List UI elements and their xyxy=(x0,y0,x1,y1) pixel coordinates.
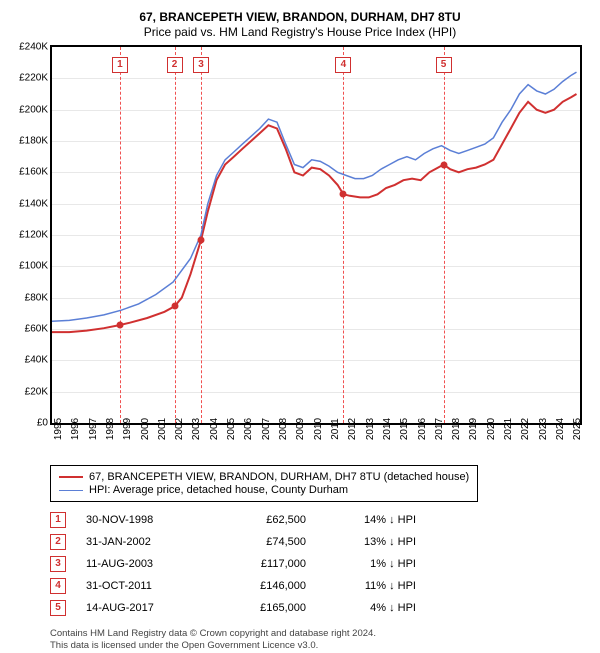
sale-row: 4 31-OCT-2011 £146,000 11% ↓ HPI xyxy=(50,578,590,594)
chart-title: 67, BRANCEPETH VIEW, BRANDON, DURHAM, DH… xyxy=(10,10,590,24)
sale-row-marker: 4 xyxy=(50,578,66,594)
sale-row-date: 30-NOV-1998 xyxy=(86,514,206,526)
sale-row-price: £165,000 xyxy=(226,602,306,614)
sale-row-hpi-delta: 1% ↓ HPI xyxy=(326,558,416,570)
y-tick-label: £80K xyxy=(25,292,52,303)
series-line xyxy=(52,72,577,321)
sale-row: 3 11-AUG-2003 £117,000 1% ↓ HPI xyxy=(50,556,590,572)
sale-marker-box: 5 xyxy=(436,57,452,73)
sale-row-marker: 5 xyxy=(50,600,66,616)
y-tick-label: £60K xyxy=(25,324,52,335)
y-tick-label: £20K xyxy=(25,386,52,397)
sale-row-hpi-delta: 11% ↓ HPI xyxy=(326,580,416,592)
sale-row: 1 30-NOV-1998 £62,500 14% ↓ HPI xyxy=(50,512,590,528)
legend-label: 67, BRANCEPETH VIEW, BRANDON, DURHAM, DH… xyxy=(89,471,469,483)
footer-line-1: Contains HM Land Registry data © Crown c… xyxy=(50,628,590,640)
sale-row-price: £74,500 xyxy=(226,536,306,548)
sale-row-marker: 3 xyxy=(50,556,66,572)
y-tick-label: £180K xyxy=(19,136,52,147)
sale-row-marker: 2 xyxy=(50,534,66,550)
sale-row-marker: 1 xyxy=(50,512,66,528)
sale-marker-dot xyxy=(340,191,347,198)
sale-row: 5 14-AUG-2017 £165,000 4% ↓ HPI xyxy=(50,600,590,616)
line-series-svg xyxy=(52,47,580,423)
legend-label: HPI: Average price, detached house, Coun… xyxy=(89,484,348,496)
sale-row: 2 31-JAN-2002 £74,500 13% ↓ HPI xyxy=(50,534,590,550)
sale-marker-box: 4 xyxy=(335,57,351,73)
chart-container: 67, BRANCEPETH VIEW, BRANDON, DURHAM, DH… xyxy=(0,0,600,650)
footer-text: Contains HM Land Registry data © Crown c… xyxy=(50,628,590,653)
y-tick-label: £120K xyxy=(19,230,52,241)
sale-row-hpi-delta: 4% ↓ HPI xyxy=(326,602,416,614)
sale-row-date: 11-AUG-2003 xyxy=(86,558,206,570)
sale-row-date: 31-JAN-2002 xyxy=(86,536,206,548)
y-tick-label: £240K xyxy=(19,42,52,53)
sale-row-date: 14-AUG-2017 xyxy=(86,602,206,614)
sales-table: 1 30-NOV-1998 £62,500 14% ↓ HPI 2 31-JAN-2002… xyxy=(50,512,590,616)
sale-marker-dot xyxy=(198,236,205,243)
x-axis: 1995199619971998199920002001200220032004… xyxy=(50,425,582,459)
sale-marker-box: 1 xyxy=(112,57,128,73)
sale-marker-dot xyxy=(440,161,447,168)
sale-row-hpi-delta: 13% ↓ HPI xyxy=(326,536,416,548)
sale-row-price: £62,500 xyxy=(226,514,306,526)
legend-box: 67, BRANCEPETH VIEW, BRANDON, DURHAM, DH… xyxy=(50,465,478,502)
y-tick-label: £160K xyxy=(19,167,52,178)
legend-swatch xyxy=(59,490,83,491)
chart-area: £0£20K£40K£60K£80K£100K£120K£140K£160K£1… xyxy=(50,45,582,459)
chart-subtitle: Price paid vs. HM Land Registry's House … xyxy=(10,25,590,39)
y-tick-label: £220K xyxy=(19,73,52,84)
footer-line-2: This data is licensed under the Open Gov… xyxy=(50,640,590,652)
y-tick-label: £200K xyxy=(19,104,52,115)
sale-row-price: £117,000 xyxy=(226,558,306,570)
sale-row-price: £146,000 xyxy=(226,580,306,592)
legend-item: HPI: Average price, detached house, Coun… xyxy=(59,484,469,496)
legend-item: 67, BRANCEPETH VIEW, BRANDON, DURHAM, DH… xyxy=(59,471,469,483)
legend-swatch xyxy=(59,476,83,478)
y-tick-label: £140K xyxy=(19,198,52,209)
sale-marker-box: 2 xyxy=(167,57,183,73)
y-tick-label: £40K xyxy=(25,355,52,366)
sale-marker-box: 3 xyxy=(193,57,209,73)
sale-marker-dot xyxy=(171,303,178,310)
sale-marker-dot xyxy=(116,322,123,329)
y-tick-label: £100K xyxy=(19,261,52,272)
plot-region: £0£20K£40K£60K£80K£100K£120K£140K£160K£1… xyxy=(50,45,582,425)
sale-row-date: 31-OCT-2011 xyxy=(86,580,206,592)
sale-row-hpi-delta: 14% ↓ HPI xyxy=(326,514,416,526)
